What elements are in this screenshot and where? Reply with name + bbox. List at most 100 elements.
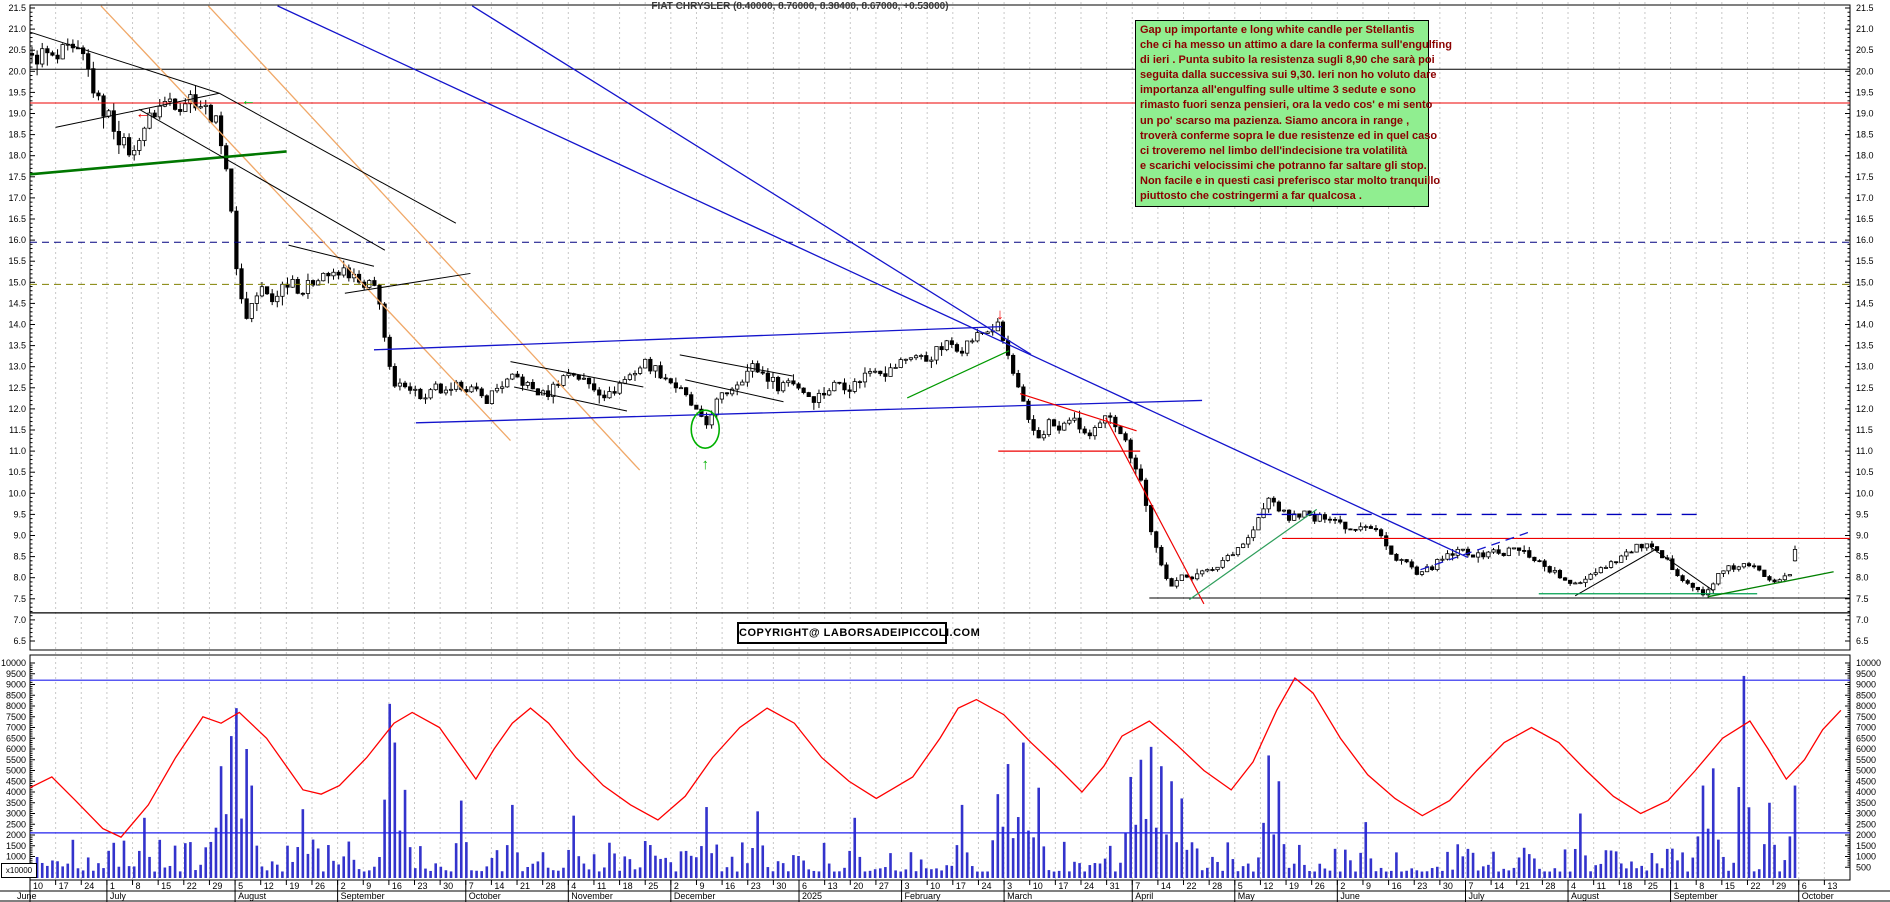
volume-axis-label-left: 1000	[6, 852, 26, 862]
week-label: 5	[1238, 881, 1243, 891]
volume-bar	[613, 853, 616, 878]
candle-down	[602, 394, 607, 399]
candle-up	[321, 272, 326, 282]
volume-bar	[1625, 868, 1628, 878]
volume-bar	[700, 846, 703, 878]
week-label: 21	[1520, 881, 1530, 891]
volume-bar	[909, 852, 913, 878]
month-label: February	[905, 891, 942, 901]
candle-up	[908, 357, 914, 360]
candle-down	[264, 286, 270, 295]
candle-up	[898, 359, 903, 368]
volume-bar	[531, 863, 535, 878]
candle-up	[316, 280, 321, 286]
trend-line	[29, 31, 220, 94]
price-axis-label-left: 19.5	[8, 87, 26, 97]
candle-down	[1113, 416, 1118, 428]
volume-bar	[659, 858, 662, 878]
week-label: 14	[494, 881, 504, 891]
volume-bar	[306, 853, 310, 878]
trend-line	[679, 354, 793, 377]
week-label: 8	[1699, 881, 1704, 891]
price-axis-label-right: 12.0	[1856, 404, 1874, 414]
price-axis-label-right: 18.5	[1856, 130, 1874, 140]
week-label: 2	[341, 881, 346, 891]
price-axis-label-left: 12.0	[8, 404, 26, 414]
week-label: 3	[905, 881, 910, 891]
candle-down	[791, 380, 796, 385]
candle-down	[1542, 560, 1547, 567]
candle-down	[377, 285, 382, 305]
volume-bar	[1124, 832, 1127, 878]
volume-axis-label-left: 5500	[6, 755, 26, 765]
price-axis-label-right: 11.5	[1856, 425, 1873, 435]
week-label: 16	[1392, 881, 1402, 891]
volume-bar	[1573, 848, 1577, 878]
candle-up	[1215, 566, 1220, 571]
candle-down	[520, 376, 525, 386]
volume-bar	[1292, 863, 1296, 878]
candle-up	[505, 378, 510, 388]
month-label: June	[1340, 891, 1360, 901]
trend-line	[510, 361, 644, 388]
volume-bar	[1522, 847, 1526, 878]
volume-bar	[536, 861, 540, 878]
trend-line	[514, 386, 628, 412]
price-axis-label-right: 9.5	[1856, 509, 1869, 519]
volume-bar	[1016, 817, 1020, 878]
volume-bar	[516, 852, 519, 878]
trend-line	[1188, 508, 1318, 601]
volume-bar	[1793, 785, 1797, 878]
candle-down	[1026, 400, 1031, 420]
volume-bar	[439, 866, 443, 878]
candle-down	[1057, 425, 1062, 431]
volume-bar	[178, 871, 182, 878]
candle-up	[561, 375, 566, 386]
candle-down	[1087, 432, 1092, 437]
week-label: 28	[1212, 881, 1222, 891]
volume-axis-label-left: 1500	[6, 841, 26, 851]
month-label: August	[238, 891, 267, 901]
volume-bar	[1410, 868, 1414, 878]
volume-bar	[148, 856, 151, 878]
price-axis-label-right: 7.5	[1856, 594, 1869, 604]
volume-bar	[1441, 870, 1444, 878]
price-axis-label-left: 20.5	[8, 45, 26, 55]
candle-up	[852, 381, 857, 392]
volume-bar	[1425, 871, 1429, 878]
week-label: 9	[1366, 881, 1371, 891]
candle-up	[832, 381, 837, 392]
volume-bar	[1599, 863, 1603, 878]
candle-down	[387, 336, 392, 367]
candle-down	[1649, 543, 1655, 547]
volume-bar	[245, 749, 248, 878]
volume-bar	[1098, 863, 1102, 878]
trend-line	[207, 5, 641, 471]
candle-up	[627, 374, 632, 380]
candle-down	[1414, 566, 1419, 575]
volume-bar	[1640, 865, 1643, 878]
volume-bar	[112, 842, 116, 878]
week-label: 30	[443, 881, 453, 891]
volume-bar	[1783, 860, 1787, 878]
candle-down	[1670, 558, 1675, 571]
volume-bar	[1287, 867, 1291, 878]
volume-bar	[1630, 861, 1633, 878]
candle-up	[1782, 575, 1787, 581]
volume-bar	[398, 830, 402, 878]
price-axis-label-right: 13.0	[1856, 362, 1874, 372]
annotation-line: troverà conferme sopra le due resistenze…	[1140, 129, 1438, 142]
week-label: 22	[1187, 881, 1197, 891]
week-label: 6	[1802, 881, 1807, 891]
volume-bar	[1671, 848, 1674, 878]
month-label: September	[341, 891, 385, 901]
price-axis-label-left: 12.5	[8, 383, 26, 393]
volume-bar	[1170, 781, 1173, 878]
candle-down	[382, 303, 387, 338]
volume-bar	[1614, 851, 1618, 878]
week-label: 15	[161, 881, 171, 891]
trend-line	[1574, 548, 1658, 597]
candle-down	[1767, 576, 1772, 581]
volume-axis-label-right: 1000	[1856, 852, 1876, 862]
candle-up	[1200, 570, 1205, 575]
